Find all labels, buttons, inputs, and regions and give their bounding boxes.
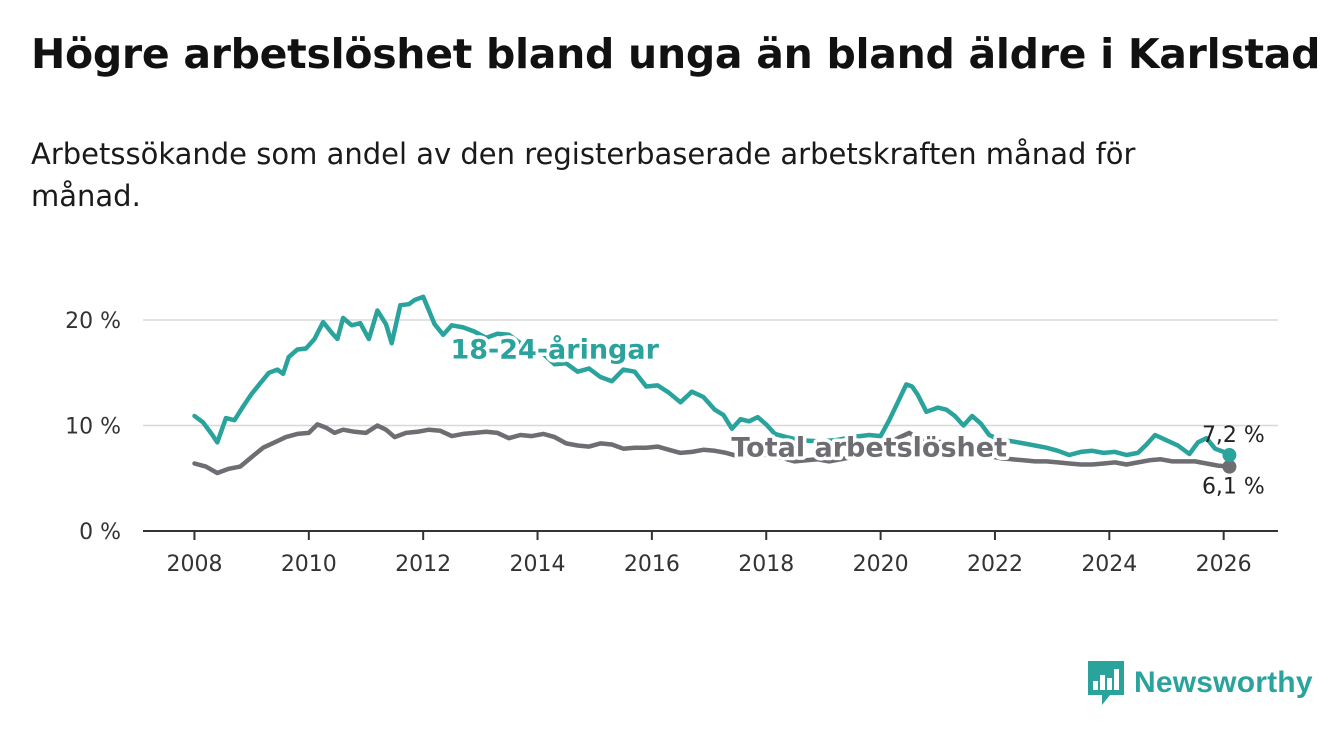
labels: 7,2 % 6,1 % 18-24-åringar Total arbetslöshe… [447, 330, 1265, 500]
end-point-total [1222, 459, 1237, 474]
series-label-youth: 18-24-åringar [450, 334, 659, 366]
end-label-youth: 7,2 % [1202, 423, 1265, 448]
y-tick-label: 20 % [65, 309, 121, 334]
series-label-total: Total arbetslöshet [731, 433, 1007, 464]
y-tick-label: 0 % [79, 520, 121, 545]
x-tick-label: 2012 [395, 552, 451, 577]
x-tick-label: 2018 [738, 552, 794, 577]
series-lines [192, 294, 1237, 476]
x-tick-label: 2016 [624, 552, 680, 577]
chart-subtitle: Arbetssökande som andel av den registerb… [31, 137, 1136, 213]
x-tick-label: 2026 [1196, 552, 1252, 577]
x-tick-label: 2024 [1081, 552, 1137, 577]
bar-chart-icon [1088, 661, 1124, 705]
y-tick-label: 10 % [65, 415, 121, 440]
axes: 0 % 10 % 20 % 2008 2010 2012 2014 2016 2018 2020 2… [65, 309, 1278, 577]
chart-title: Högre arbetslöshet bland unga än bland ä… [31, 30, 1321, 78]
end-label-total: 6,1 % [1202, 475, 1265, 500]
brand-name: Newsworthy [1134, 666, 1313, 699]
x-tick-label: 2020 [853, 552, 909, 577]
x-tick-label: 2010 [281, 552, 337, 577]
x-tick-label: 2022 [967, 552, 1023, 577]
series-line-youth [192, 294, 1232, 458]
gridlines [143, 319, 1278, 427]
series-line-total [192, 422, 1232, 476]
newsworthy-logo: Newsworthy [1088, 660, 1313, 706]
end-point-youth [1222, 448, 1237, 463]
x-tick-label: 2008 [166, 552, 222, 577]
x-tick-label: 2014 [510, 552, 566, 577]
